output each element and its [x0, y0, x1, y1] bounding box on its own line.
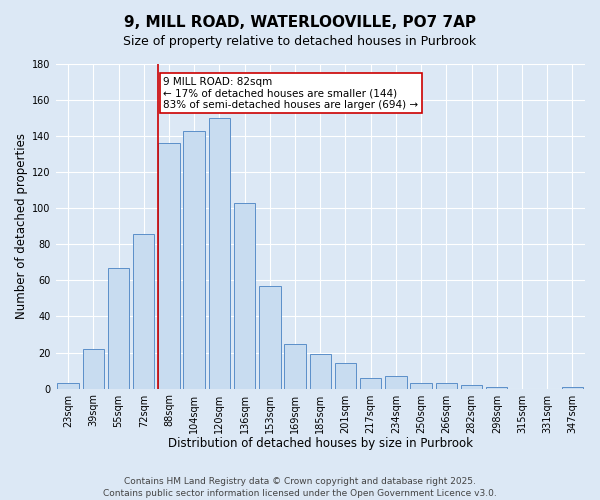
- Text: 9, MILL ROAD, WATERLOOVILLE, PO7 7AP: 9, MILL ROAD, WATERLOOVILLE, PO7 7AP: [124, 15, 476, 30]
- Text: 9 MILL ROAD: 82sqm
← 17% of detached houses are smaller (144)
83% of semi-detach: 9 MILL ROAD: 82sqm ← 17% of detached hou…: [163, 76, 418, 110]
- Bar: [461, 385, 482, 388]
- Bar: [486, 387, 508, 388]
- Bar: [108, 268, 129, 388]
- Text: Size of property relative to detached houses in Purbrook: Size of property relative to detached ho…: [124, 35, 476, 48]
- Bar: [385, 376, 407, 388]
- Bar: [360, 378, 382, 388]
- Bar: [209, 118, 230, 388]
- Bar: [310, 354, 331, 388]
- Bar: [259, 286, 281, 388]
- X-axis label: Distribution of detached houses by size in Purbrook: Distribution of detached houses by size …: [168, 437, 473, 450]
- Bar: [562, 387, 583, 388]
- Bar: [284, 344, 306, 388]
- Bar: [436, 383, 457, 388]
- Bar: [158, 144, 180, 388]
- Bar: [83, 349, 104, 389]
- Bar: [234, 203, 256, 388]
- Bar: [58, 383, 79, 388]
- Text: Contains HM Land Registry data © Crown copyright and database right 2025.
Contai: Contains HM Land Registry data © Crown c…: [103, 476, 497, 498]
- Bar: [410, 383, 432, 388]
- Bar: [133, 234, 154, 388]
- Bar: [335, 364, 356, 388]
- Bar: [184, 130, 205, 388]
- Y-axis label: Number of detached properties: Number of detached properties: [15, 134, 28, 320]
